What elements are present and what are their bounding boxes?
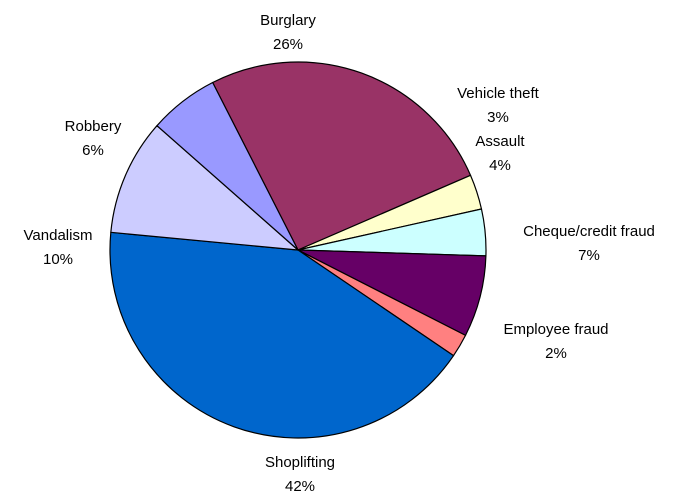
slice-label-name: Assault (475, 133, 525, 150)
slice-label-percent: 4% (489, 157, 511, 174)
label-robbery: Robbery 6% (65, 118, 122, 159)
slice-label-name: Shoplifting (265, 454, 335, 471)
slice-label-name: Burglary (260, 12, 316, 29)
label-vehicle-theft: Vehicle theft 3% (457, 85, 540, 126)
slice-shoplifting (109, 231, 455, 439)
slice-vandalism (110, 125, 299, 251)
slice-label-name: Vehicle theft (457, 85, 540, 102)
slice-label-percent: 42% (285, 478, 315, 495)
slice-label-percent: 7% (578, 247, 600, 264)
slice-label-name: Vandalism (24, 227, 93, 244)
label-shoplifting: Shoplifting 42% (265, 454, 335, 495)
slice-label-name: Cheque/credit fraud (523, 223, 655, 240)
label-vandalism: Vandalism 10% (24, 227, 93, 268)
slice-label-percent: 6% (82, 142, 104, 159)
slice-label-name: Robbery (65, 118, 122, 135)
slice-label-percent: 3% (487, 109, 509, 126)
slice-label-percent: 10% (43, 251, 73, 268)
label-employee-fraud: Employee fraud 2% (503, 321, 608, 362)
label-cheque-credit-fraud: Cheque/credit fraud 7% (523, 223, 655, 264)
slices-layer (109, 61, 487, 439)
slice-label-percent: 26% (273, 36, 303, 53)
label-burglary: Burglary 26% (260, 12, 316, 53)
label-assault: Assault 4% (475, 133, 525, 174)
labels-layer: Burglary 26% Vehicle theft 3% Assault 4% Chequ… (24, 12, 655, 495)
slice-label-name: Employee fraud (503, 321, 608, 338)
slice-label-percent: 2% (545, 345, 567, 362)
slice-robbery (156, 81, 299, 251)
